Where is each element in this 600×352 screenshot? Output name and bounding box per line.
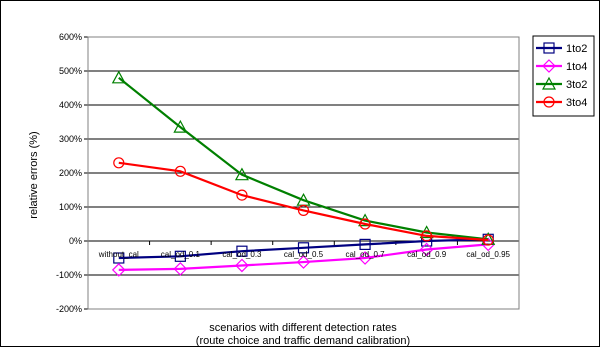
y-tick-label: 100% — [59, 202, 82, 212]
data-point-3to4 — [297, 204, 310, 216]
data-point-1to2 — [174, 250, 186, 262]
y-tick-label: 500% — [59, 66, 82, 76]
data-point-1to4 — [235, 258, 249, 273]
legend: 1to2 1to4 3to2 3to4 — [536, 42, 587, 109]
x-tick-labels: without_cal cal_od_0.1 cal_od_0.3 cal_od_0.… — [98, 250, 511, 259]
y-tick-label: 600% — [59, 32, 82, 42]
x-axis-label-line1: scenarios with different detection rates — [209, 322, 397, 334]
y-tick-labels: -200% -100% 0% 100% 200% 300% 400% 500% 600% — [56, 32, 82, 314]
data-point-1to2 — [297, 242, 310, 254]
x-tick-label: cal_od_0.95 — [466, 250, 510, 259]
x-axis-label-line2: (route choice and traffic demand calibra… — [196, 335, 410, 347]
data-point-3to2 — [234, 167, 249, 181]
data-point-1to4 — [173, 262, 188, 276]
x-tick-label: cal_od_0.3 — [222, 250, 262, 259]
data-point-1to4 — [419, 242, 434, 257]
data-point-3to2 — [111, 70, 126, 84]
y-tick-label: 0% — [69, 236, 82, 246]
x-tick-label: cal_od_0.9 — [407, 250, 447, 259]
x-tick-label: cal_od_0.7 — [345, 250, 385, 259]
data-point-3to4 — [482, 234, 494, 246]
y-tick-label: -100% — [56, 270, 82, 280]
data-point-3to2 — [173, 119, 188, 133]
y-tick-label: 400% — [59, 100, 82, 110]
legend-marker-3to2 — [541, 76, 557, 90]
series-line-3to4 — [118, 161, 489, 242]
x-tick-label: cal_od_0.1 — [161, 250, 201, 259]
grid-lines — [84, 36, 520, 310]
y-tick-label: 300% — [59, 134, 82, 144]
data-point-3to4 — [359, 218, 371, 230]
legend-label-3to4: 3to4 — [566, 97, 587, 109]
data-point-1to2 — [113, 252, 125, 264]
y-axis-label: relative errors (%) — [28, 131, 40, 218]
x-tick-label: without_cal — [98, 250, 139, 259]
legend-marker-1to2 — [543, 42, 555, 54]
legend-label-1to2: 1to2 — [566, 43, 587, 55]
legend-label-1to4: 1to4 — [566, 61, 587, 73]
data-point-3to4 — [421, 230, 433, 242]
series-line-1to4 — [118, 243, 489, 271]
data-point-3to4 — [236, 189, 248, 201]
series-layer — [111, 70, 496, 277]
data-point-1to4 — [296, 255, 311, 269]
data-point-3to4 — [113, 157, 125, 169]
y-tick-label: 200% — [59, 168, 82, 178]
data-point-1to2 — [236, 245, 248, 257]
data-point-3to4 — [174, 165, 186, 177]
legend-marker-1to4 — [542, 59, 556, 73]
x-tick-label: cal_od_0.5 — [284, 250, 324, 259]
data-point-1to4 — [358, 251, 372, 265]
legend-label-3to2: 3to2 — [566, 79, 587, 91]
plot-area — [87, 36, 520, 310]
data-point-1to2 — [359, 238, 371, 250]
data-point-1to4 — [111, 263, 126, 277]
legend-marker-3to4 — [543, 96, 555, 108]
series-line-3to2 — [118, 76, 489, 241]
y-tick-label: -200% — [56, 304, 82, 314]
